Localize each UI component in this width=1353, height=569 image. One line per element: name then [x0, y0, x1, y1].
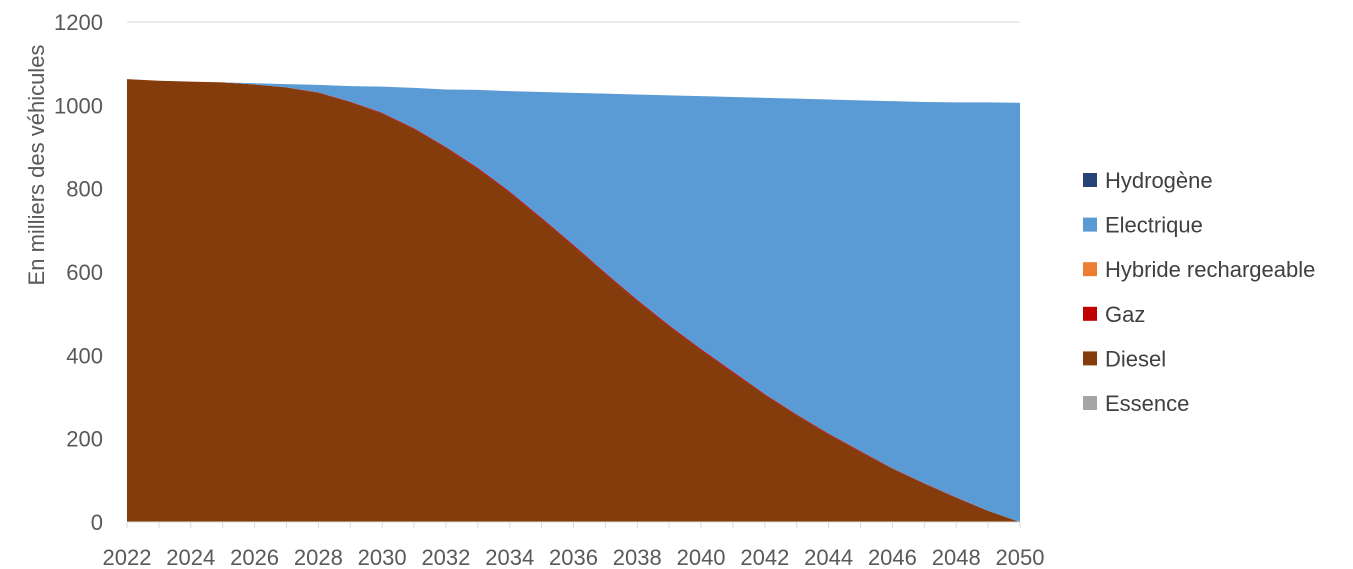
x-tick-label: 2026: [230, 545, 279, 569]
y-tick-label: 200: [66, 427, 103, 452]
x-tick-label: 2048: [932, 545, 981, 569]
y-tick-label: 1200: [54, 10, 103, 35]
legend-swatch: [1083, 262, 1097, 277]
x-tick-label: 2024: [166, 545, 215, 569]
x-tick-labels: 2022 2024 2026 2028 2030 2032 2034 2036 2038 2040…: [103, 545, 1045, 569]
x-tick-label: 2036: [549, 545, 598, 569]
x-tick-label: 2050: [996, 545, 1045, 569]
x-tick-label: 2022: [103, 545, 152, 569]
legend-swatch: [1083, 396, 1097, 410]
area-electrique: [127, 79, 1020, 522]
legend-label: Gaz: [1105, 302, 1145, 327]
x-tick-label: 2046: [868, 545, 917, 569]
x-tick-label: 2038: [613, 545, 662, 569]
x-tick-label: 2030: [358, 545, 407, 569]
y-tick-labels: 0 200 400 600 800 1000 1200: [54, 10, 103, 535]
legend: Hydrogène Electrique Hybride rechargeable G…: [1083, 168, 1315, 416]
x-tick-label: 2034: [485, 545, 534, 569]
legend-label: Hybride rechargeable: [1105, 257, 1315, 282]
y-tick-label: 800: [66, 177, 103, 202]
y-axis-label: En milliers des véhicules: [24, 45, 49, 286]
legend-swatch: [1083, 306, 1097, 321]
area-series: [127, 79, 1020, 522]
y-tick-label: 600: [66, 260, 103, 285]
area-diesel: [127, 79, 1020, 522]
legend-label: Diesel: [1105, 346, 1166, 371]
x-tick-label: 2044: [804, 545, 853, 569]
legend-label: Electrique: [1105, 213, 1203, 238]
y-tick-label: 400: [66, 343, 103, 368]
legend-swatch: [1083, 351, 1097, 366]
y-tick-label: 0: [91, 510, 103, 535]
x-tick-label: 2042: [740, 545, 789, 569]
x-tick-label: 2028: [294, 545, 343, 569]
legend-swatch: [1083, 173, 1097, 187]
axes: [126, 521, 1021, 528]
legend-label: Hydrogène: [1105, 168, 1213, 193]
y-tick-label: 1000: [54, 93, 103, 118]
x-tick-label: 2040: [677, 545, 726, 569]
x-tick-label: 2032: [421, 545, 470, 569]
legend-swatch: [1083, 217, 1097, 232]
legend-label: Essence: [1105, 391, 1189, 416]
